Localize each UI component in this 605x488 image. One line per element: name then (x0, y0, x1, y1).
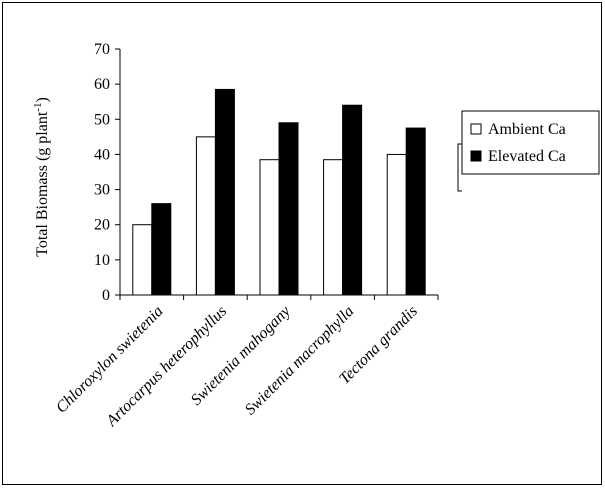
y-tick-label: 70 (94, 41, 110, 58)
x-category-label: Swietenia macrophylla (242, 303, 358, 419)
legend-bracket (457, 143, 462, 192)
legend-label-ambient: Ambient Ca (488, 121, 566, 138)
x-category-label: Chloroxylon swietenia (53, 303, 167, 417)
legend-label-elevated: Elevated Ca (488, 148, 566, 165)
y-tick-label: 60 (94, 76, 110, 93)
x-ticks-group (119, 295, 439, 300)
bar-ambient-0 (132, 224, 153, 296)
bar-elevated-3 (342, 104, 363, 296)
y-tick-label: 20 (94, 217, 110, 234)
y-tick-label: 30 (94, 182, 110, 199)
y-tick-label: 0 (102, 287, 110, 304)
y-tick-label: 10 (94, 252, 110, 269)
x-category-label: Artocarpus heterophyllus (103, 303, 231, 431)
bars-group (132, 88, 426, 296)
bar-ambient-2 (259, 159, 280, 296)
y-ticks-group: 0 10 20 30 40 50 60 70 (94, 41, 120, 304)
bar-ambient-1 (195, 136, 216, 296)
bar-elevated-4 (405, 127, 426, 296)
y-axis-label: Total Biomass (g plant-1) (32, 97, 51, 257)
bar-elevated-0 (151, 203, 172, 296)
legend-swatch-elevated (470, 150, 482, 162)
bar-ambient-3 (323, 159, 344, 296)
bar-elevated-1 (214, 88, 235, 296)
y-tick-label: 40 (94, 146, 110, 163)
bar-ambient-4 (386, 153, 407, 296)
legend-swatch-ambient (470, 123, 482, 135)
bar-elevated-2 (278, 122, 299, 296)
y-tick-label: 50 (94, 111, 110, 128)
legend-box (461, 110, 600, 175)
legend: Ambient Ca Elevated Ca (457, 110, 600, 192)
